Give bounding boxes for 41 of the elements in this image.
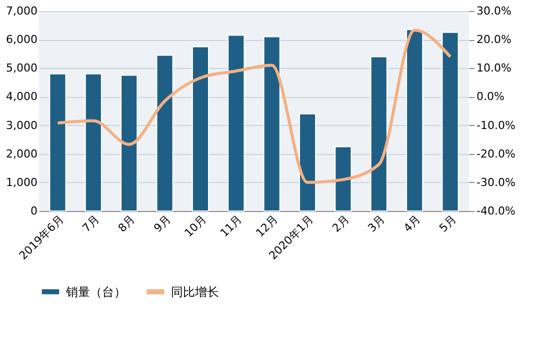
x-tick-label: 11月: [218, 212, 245, 240]
x-tick-label: 9月: [151, 212, 174, 235]
y2-tick-label: -20.0%: [476, 147, 516, 160]
bar: [228, 34, 245, 212]
bar: [263, 36, 280, 212]
x-tick-label: 8月: [116, 212, 138, 235]
y-tick-label: 6,000: [6, 33, 38, 46]
y2-tick-label: 10.0%: [476, 62, 512, 75]
y2-tick-label: 0.0%: [476, 90, 504, 104]
y-tick-label: 3,000: [6, 118, 38, 132]
bar: [192, 46, 209, 212]
bar: [49, 73, 66, 212]
x-tick-label: 3月: [365, 212, 388, 235]
bar: [442, 32, 459, 212]
bar: [156, 54, 174, 212]
bar: [299, 113, 316, 212]
x-tick-label: 2月: [330, 212, 352, 235]
y2-tick-label: -10.0%: [476, 118, 516, 132]
y2-tick-label: 20.0%: [476, 33, 512, 46]
x-tick-label: 5月: [436, 212, 459, 235]
x-tick-label: 10月: [182, 212, 209, 240]
bar: [84, 73, 102, 212]
y2-tick-label: 30.0%: [476, 4, 512, 18]
x-tick-label: 4月: [401, 212, 424, 235]
line-series: [56, 28, 452, 184]
bar: [406, 29, 424, 212]
x-tick-label: 7月: [80, 212, 102, 235]
legend-label: 同比增长: [171, 284, 219, 299]
legend-label: 销量（台）: [65, 284, 126, 299]
y-tick-label: 7,000: [6, 4, 38, 18]
x-tick-label: 12月: [253, 212, 280, 240]
y-tick-label: 5,000: [6, 62, 38, 75]
y-tick-label: 4,000: [6, 90, 38, 104]
bar: [120, 74, 138, 212]
y-tick-label: 1,000: [6, 176, 38, 189]
y2-tick-label: -30.0%: [476, 176, 516, 189]
y2-tick-label: -40.0%: [476, 204, 516, 218]
bar: [334, 146, 352, 212]
bar: [370, 56, 388, 212]
y-tick-label: 2,000: [6, 147, 38, 160]
y-tick-label: 0: [30, 204, 38, 218]
